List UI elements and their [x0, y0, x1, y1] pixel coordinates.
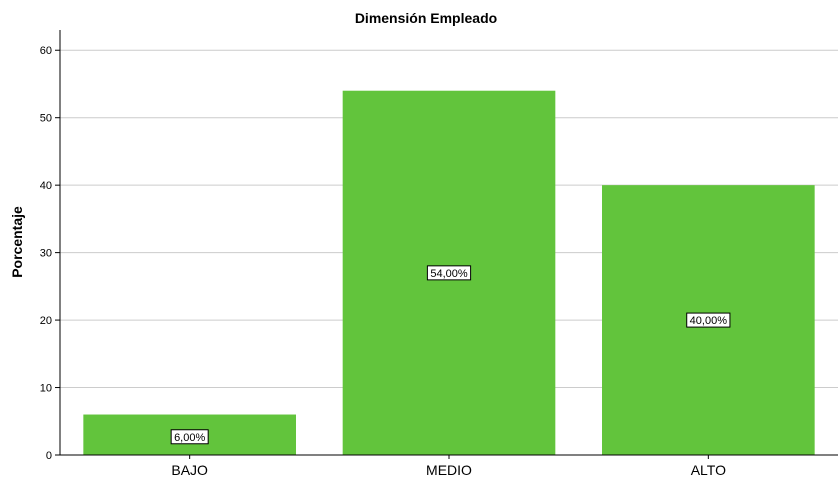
- data-label-box: [426, 265, 472, 281]
- y-tick-label: 30: [40, 248, 52, 260]
- y-tick-label: 40: [40, 180, 52, 192]
- y-tick-label: 20: [40, 315, 52, 327]
- y-tick-label: 10: [40, 383, 52, 395]
- y-tick-labels: 0 10 20 30 40 50 60: [40, 45, 52, 462]
- y-tick-label: 60: [40, 45, 52, 57]
- data-labels: 6,00% 54,00% 40,00%: [170, 265, 731, 445]
- x-tick-labels: BAJO MEDIO ALTO: [171, 462, 726, 478]
- y-tick-label: 50: [40, 113, 52, 125]
- y-axis-label: Porcentaje: [9, 206, 25, 278]
- data-label-box: [170, 429, 209, 445]
- x-tick-label: MEDIO: [426, 462, 472, 478]
- x-tick-label: BAJO: [171, 462, 208, 478]
- axes: [55, 30, 838, 459]
- data-label: 54,00%: [430, 268, 468, 280]
- y-tick-label: 0: [46, 450, 52, 462]
- chart-title: Dimensión Empleado: [355, 10, 497, 26]
- data-label-box: [686, 312, 731, 328]
- data-label: 40,00%: [690, 315, 728, 327]
- x-tick-label: ALTO: [691, 462, 726, 478]
- data-label: 6,00%: [174, 432, 205, 444]
